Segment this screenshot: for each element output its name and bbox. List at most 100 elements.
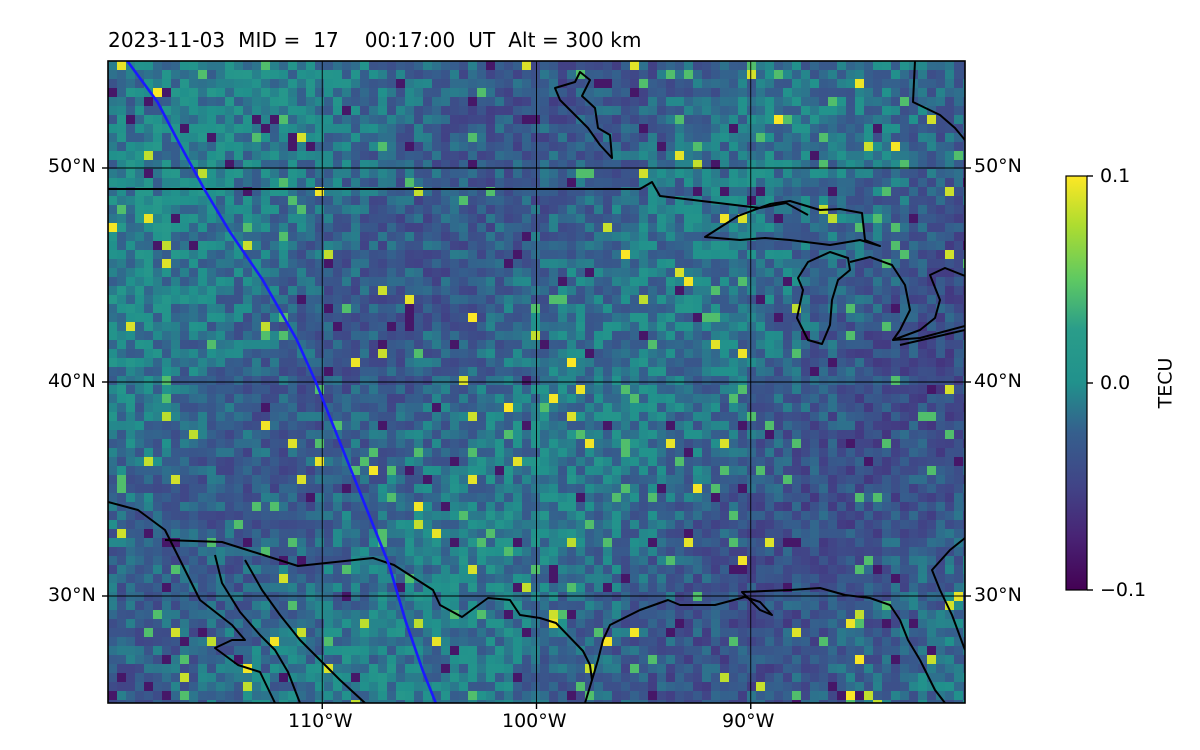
tec-cell [819, 403, 829, 413]
tec-cell [225, 187, 235, 197]
tec-cell [747, 376, 757, 386]
tec-cell [666, 385, 676, 395]
tec-cell [738, 322, 748, 332]
tec-cell [423, 61, 433, 71]
tec-cell [801, 412, 811, 422]
tec-cell [567, 178, 577, 188]
tec-cell [387, 187, 397, 197]
tec-cell [765, 448, 775, 458]
tec-cell [945, 385, 955, 395]
tec-cell [891, 412, 901, 422]
tec-cell [594, 376, 604, 386]
tec-cell [360, 250, 370, 260]
tec-cell [198, 88, 208, 98]
tec-cell [297, 178, 307, 188]
tec-cell [567, 304, 577, 314]
tec-cell [720, 484, 730, 494]
tec-cell [549, 520, 559, 530]
tec-cell [234, 115, 244, 125]
tec-cell [135, 151, 145, 161]
tec-cell [693, 331, 703, 341]
tec-cell [765, 385, 775, 395]
tec-cell [297, 520, 307, 530]
tec-cell [423, 259, 433, 269]
tec-cell [612, 412, 622, 422]
tec-cell [396, 187, 406, 197]
tec-cell [603, 313, 613, 323]
tec-cell [567, 223, 577, 233]
tec-cell [846, 241, 856, 251]
tec-cell [783, 367, 793, 377]
tec-cell [387, 79, 397, 89]
tec-cell [900, 178, 910, 188]
tec-cell [729, 286, 739, 296]
tec-cell [882, 133, 892, 143]
tec-cell [450, 520, 460, 530]
tec-cell [828, 151, 838, 161]
tec-cell [918, 133, 928, 143]
tec-cell [342, 475, 352, 485]
tec-cell [459, 196, 469, 206]
tec-cell [108, 169, 118, 179]
tec-cell [810, 502, 820, 512]
tec-cell [180, 286, 190, 296]
tec-cell [639, 133, 649, 143]
tec-cell [252, 394, 262, 404]
tec-cell [882, 349, 892, 359]
tec-cell [567, 322, 577, 332]
tec-cell [747, 124, 757, 134]
tec-cell [252, 241, 262, 251]
tec-cell [540, 196, 550, 206]
tec-cell [810, 340, 820, 350]
tec-cell [837, 268, 847, 278]
tec-cell [909, 268, 919, 278]
tec-cell [432, 232, 442, 242]
tec-cell [126, 79, 136, 89]
tec-cell [765, 277, 775, 287]
tec-cell [324, 493, 334, 503]
tec-cell [144, 421, 154, 431]
tec-cell [252, 376, 262, 386]
tec-cell [882, 277, 892, 287]
tec-cell [252, 439, 262, 449]
tec-cell [378, 241, 388, 251]
tec-cell [558, 520, 568, 530]
tec-cell [216, 394, 226, 404]
tec-cell [144, 286, 154, 296]
tec-cell [144, 214, 154, 224]
tec-cell [315, 214, 325, 224]
tec-cell [540, 349, 550, 359]
tec-cell [189, 448, 199, 458]
tec-cell [342, 259, 352, 269]
tec-cell [162, 520, 172, 530]
tec-cell [918, 268, 928, 278]
tec-cell [549, 214, 559, 224]
tec-cell [243, 376, 253, 386]
tec-cell [144, 340, 154, 350]
tec-cell [945, 169, 955, 179]
tec-cell [873, 196, 883, 206]
tec-cell [612, 61, 622, 71]
tec-cell [405, 97, 415, 107]
tec-cell [216, 421, 226, 431]
tec-cell [828, 259, 838, 269]
tec-cell [765, 304, 775, 314]
tec-cell [954, 196, 964, 206]
tec-cell [324, 358, 334, 368]
tec-cell [477, 430, 487, 440]
tec-cell [873, 106, 883, 116]
tec-cell [873, 421, 883, 431]
tec-cell [711, 349, 721, 359]
tec-cell [864, 385, 874, 395]
tec-cell [693, 205, 703, 215]
tec-cell [783, 520, 793, 530]
tec-cell [675, 79, 685, 89]
tec-cell [558, 412, 568, 422]
tec-cell [747, 151, 757, 161]
tec-cell [333, 376, 343, 386]
tec-cell [216, 439, 226, 449]
tec-cell [198, 385, 208, 395]
tec-cell [873, 88, 883, 98]
tec-cell [135, 412, 145, 422]
tec-cell [684, 169, 694, 179]
